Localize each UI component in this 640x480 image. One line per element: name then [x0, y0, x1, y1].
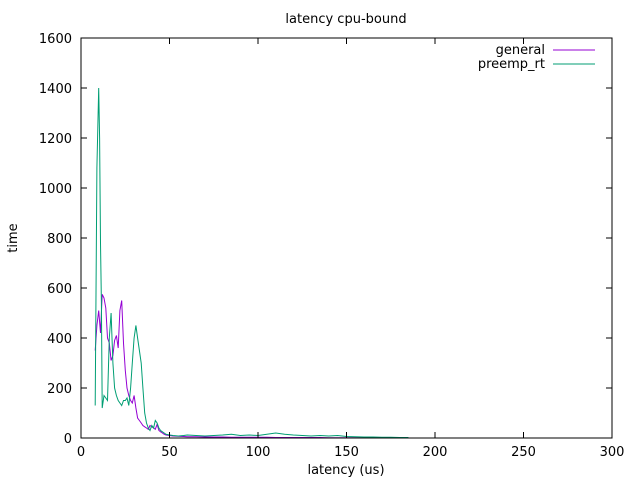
- y-tick-label: 200: [47, 382, 72, 397]
- y-tick-label: 1200: [39, 132, 72, 147]
- plot-frame: [80, 37, 613, 439]
- legend-label: general: [496, 43, 545, 58]
- chart-title: latency cpu-bound: [285, 12, 406, 27]
- y-tick-label: 1000: [39, 182, 72, 197]
- x-tick-label: 100: [246, 445, 271, 460]
- y-tick-label: 400: [47, 332, 72, 347]
- x-tick-label: 0: [77, 445, 85, 460]
- y-axis-label: time: [6, 223, 21, 252]
- series-line-preemp-rt: [94, 87, 409, 438]
- legend-label: preemp_rt: [478, 57, 545, 72]
- x-tick-label: 50: [161, 445, 178, 460]
- x-tick-label: 200: [423, 445, 448, 460]
- series-line-general: [94, 294, 409, 439]
- y-axis: 0 200 400 600 800 1000 1200 1400 1600: [39, 32, 612, 447]
- y-tick-label: 800: [47, 232, 72, 247]
- x-tick-label: 150: [334, 445, 359, 460]
- x-axis-label: latency (us): [307, 463, 384, 478]
- x-axis: 0 50 100 150 200 250 300: [77, 38, 625, 460]
- y-tick-label: 600: [47, 282, 72, 297]
- y-tick-label: 0: [64, 432, 72, 447]
- plot-area: [94, 87, 409, 439]
- x-tick-label: 250: [511, 445, 536, 460]
- x-tick-label: 300: [600, 445, 625, 460]
- y-tick-label: 1600: [39, 32, 72, 47]
- y-tick-label: 1400: [39, 82, 72, 97]
